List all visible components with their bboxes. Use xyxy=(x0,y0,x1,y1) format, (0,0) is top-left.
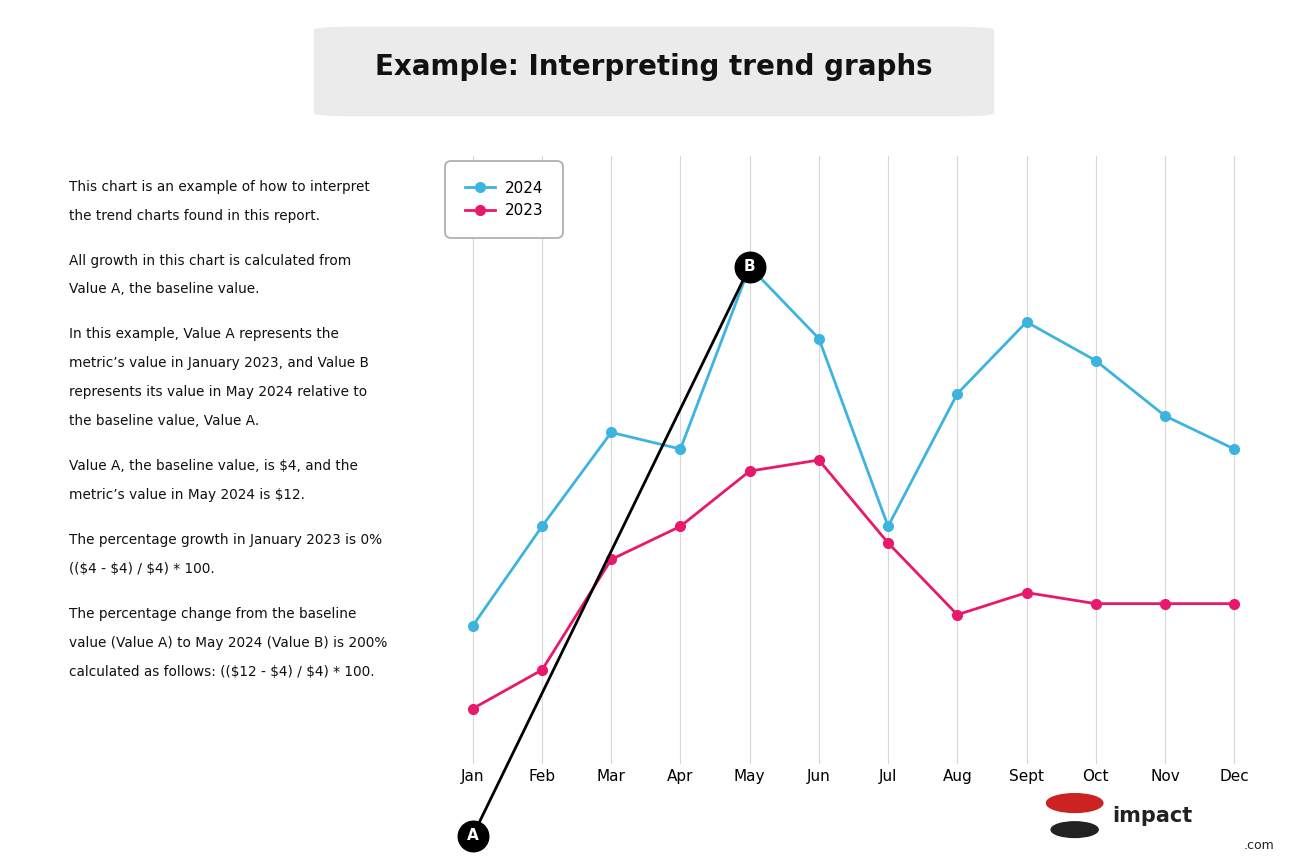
Text: The percentage growth in January 2023 is 0%: The percentage growth in January 2023 is… xyxy=(68,533,382,547)
FancyBboxPatch shape xyxy=(314,27,994,116)
Circle shape xyxy=(1046,793,1103,812)
2024 xyxy=(672,444,688,454)
Text: the trend charts found in this report.: the trend charts found in this report. xyxy=(68,208,319,222)
Text: Value A, the baseline value.: Value A, the baseline value. xyxy=(68,282,259,297)
Circle shape xyxy=(1052,822,1099,838)
2024 xyxy=(742,261,757,272)
Text: .com: .com xyxy=(1244,838,1275,852)
2024 xyxy=(464,621,480,631)
Text: A: A xyxy=(467,828,479,843)
Text: The percentage change from the baseline: The percentage change from the baseline xyxy=(68,607,356,621)
2023 xyxy=(672,521,688,531)
Legend: 2024, 2023: 2024, 2023 xyxy=(451,167,557,232)
Text: value (Value A) to May 2024 (Value B) is 200%: value (Value A) to May 2024 (Value B) is… xyxy=(68,635,387,650)
2024 xyxy=(1227,444,1243,454)
2024 xyxy=(880,521,896,531)
Line: 2024: 2024 xyxy=(468,262,1239,631)
Text: calculated as follows: (($12 - $4) / $4) * 100.: calculated as follows: (($12 - $4) / $4)… xyxy=(68,665,374,679)
2023 xyxy=(1019,588,1035,598)
2024 xyxy=(950,389,965,399)
2024 xyxy=(534,521,549,531)
Text: the baseline value, Value A.: the baseline value, Value A. xyxy=(68,414,259,428)
2024 xyxy=(1088,355,1104,365)
2023 xyxy=(742,466,757,477)
FancyBboxPatch shape xyxy=(35,141,409,796)
Text: impact: impact xyxy=(1112,806,1193,826)
2023 xyxy=(1227,598,1243,608)
Text: (($4 - $4) / $4) * 100.: (($4 - $4) / $4) * 100. xyxy=(68,562,215,575)
2023 xyxy=(811,455,827,465)
Text: All growth in this chart is calculated from: All growth in this chart is calculated f… xyxy=(68,253,351,267)
Line: 2023: 2023 xyxy=(468,455,1239,713)
2024 xyxy=(1019,317,1035,327)
Text: Example: Interpreting trend graphs: Example: Interpreting trend graphs xyxy=(375,53,933,82)
2023 xyxy=(1158,598,1173,608)
Text: metric’s value in May 2024 is $12.: metric’s value in May 2024 is $12. xyxy=(68,488,305,502)
Text: In this example, Value A represents the: In this example, Value A represents the xyxy=(68,327,339,341)
2024 xyxy=(603,427,619,437)
Text: represents its value in May 2024 relative to: represents its value in May 2024 relativ… xyxy=(68,385,366,399)
2024 xyxy=(1158,411,1173,421)
2023 xyxy=(464,703,480,713)
Text: metric’s value in January 2023, and Value B: metric’s value in January 2023, and Valu… xyxy=(68,357,369,371)
2023 xyxy=(534,665,549,675)
Text: B: B xyxy=(744,260,756,274)
2023 xyxy=(1088,598,1104,608)
2023 xyxy=(950,609,965,620)
Text: This chart is an example of how to interpret: This chart is an example of how to inter… xyxy=(68,180,369,194)
2023 xyxy=(880,537,896,548)
Text: Value A, the baseline value, is $4, and the: Value A, the baseline value, is $4, and … xyxy=(68,459,357,473)
2023 xyxy=(603,555,619,565)
2024 xyxy=(811,333,827,344)
